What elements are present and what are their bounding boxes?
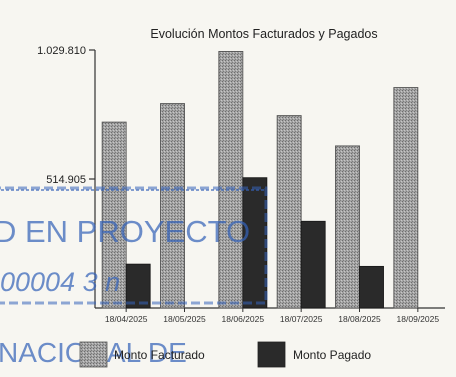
stamp-text-line1: D EN PROYECTO — [0, 214, 250, 249]
legend-swatch-monto-pagado — [257, 341, 286, 368]
x-tick-label: 18/05/2025 — [163, 314, 206, 324]
x-tick-label: 18/04/2025 — [105, 314, 148, 324]
bar-monto-facturado-4 — [335, 145, 360, 309]
legend: Monto Facturado Monto Pagado — [79, 341, 371, 368]
bar-monto-facturado-5 — [393, 87, 419, 309]
bar-monto-facturado-1 — [160, 103, 185, 309]
legend-label-monto-facturado: Monto Facturado — [114, 348, 205, 362]
x-tick-label: 18/06/2025 — [222, 314, 265, 324]
bar-monto-pagado-2 — [242, 177, 268, 309]
stamp-text-line2: 00004 3 n — [0, 267, 120, 297]
bar-monto-pagado-3 — [300, 220, 326, 309]
chart-title: Evolución Montos Facturados y Pagados — [150, 27, 377, 41]
stamp: D EN PROYECTO 00004 3 n NACIONAL DE — [0, 186, 268, 368]
bar-monto-pagado-4 — [359, 265, 384, 309]
bar-monto-facturado-0 — [101, 121, 127, 309]
bar-monto-pagado-0 — [125, 263, 151, 309]
x-tick-label: 18/07/2025 — [280, 314, 323, 324]
x-tick-label: 18/09/2025 — [397, 314, 440, 324]
y-tick-label: 514.905 — [46, 174, 86, 186]
legend-swatch-monto-facturado — [79, 341, 108, 368]
bar-monto-facturado-3 — [276, 115, 302, 309]
legend-label-monto-pagado: Monto Pagado — [293, 348, 371, 362]
bar-monto-facturado-2 — [218, 51, 244, 309]
y-tick-label: 1.029.810 — [37, 45, 86, 57]
x-tick-label: 18/08/2025 — [338, 314, 381, 324]
stamp-border — [0, 186, 268, 305]
